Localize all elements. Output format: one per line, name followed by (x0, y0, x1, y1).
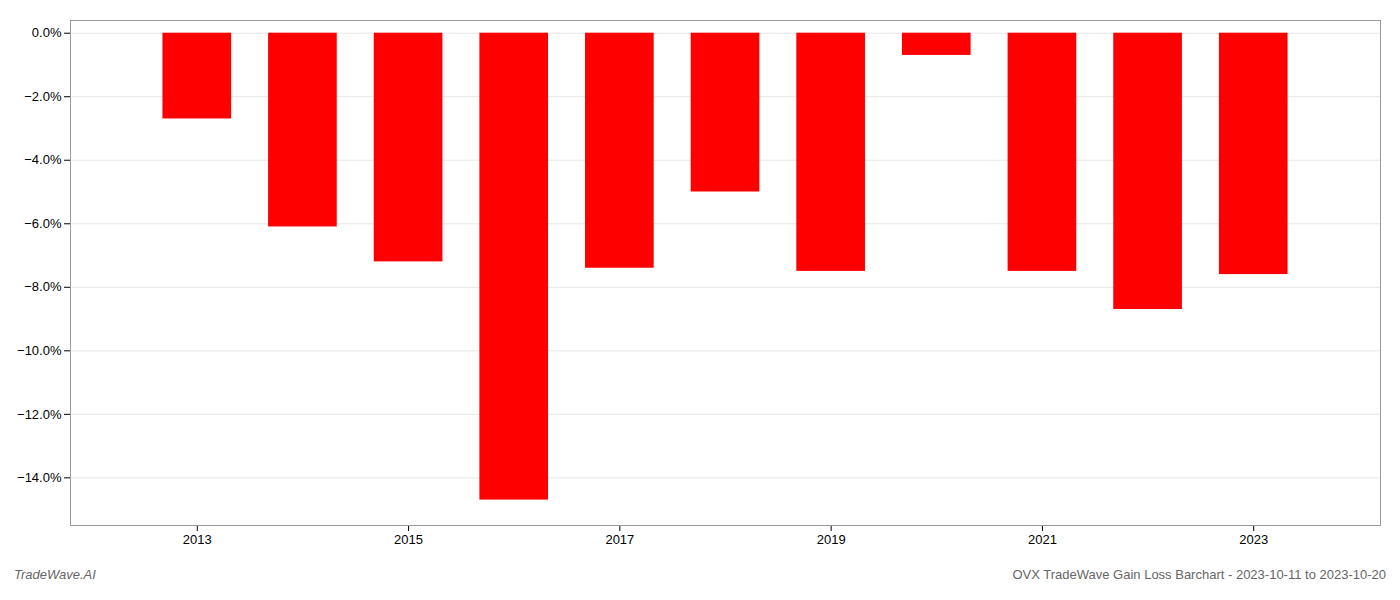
svg-text:−2.0%: −2.0% (24, 89, 62, 104)
svg-text:−4.0%: −4.0% (24, 152, 62, 167)
svg-text:−12.0%: −12.0% (17, 406, 62, 421)
svg-text:0.0%: 0.0% (32, 25, 62, 40)
svg-text:2013: 2013 (183, 532, 212, 547)
svg-text:−8.0%: −8.0% (24, 279, 62, 294)
html-text:TradeWave.AI: TradeWave.AI (14, 567, 96, 582)
svg-text:2019: 2019 (817, 532, 846, 547)
svg-text:2015: 2015 (394, 532, 423, 547)
svg-text:2023: 2023 (1239, 532, 1268, 547)
html-text:OVX TradeWave Gain Loss Barcha: OVX TradeWave Gain Loss Barchart - 2023-… (1012, 567, 1386, 582)
svg-text:2017: 2017 (605, 532, 634, 547)
svg-text:−14.0%: −14.0% (17, 470, 62, 485)
svg-text:2021: 2021 (1028, 532, 1057, 547)
svg-text:−6.0%: −6.0% (24, 216, 62, 231)
svg-text:−10.0%: −10.0% (17, 343, 62, 358)
